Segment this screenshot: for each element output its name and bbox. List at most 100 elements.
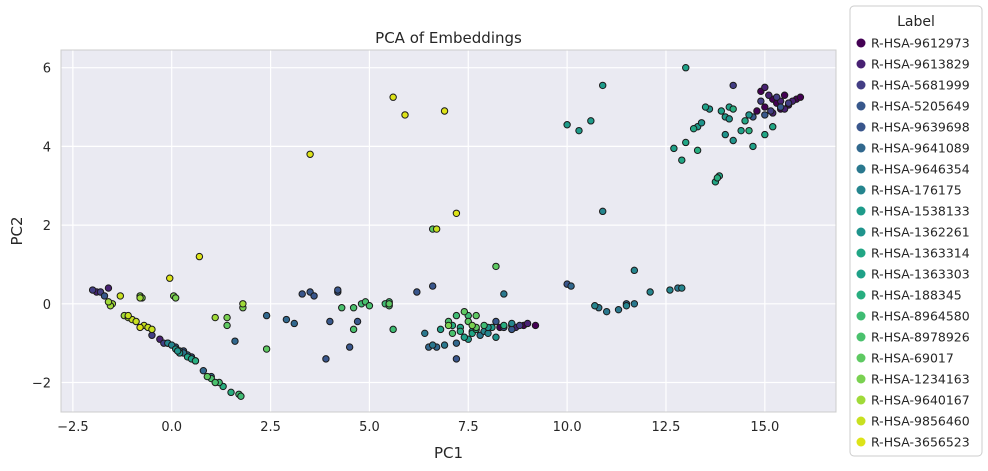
data-point (440, 107, 449, 115)
data-point (500, 321, 508, 330)
data-point (599, 81, 607, 90)
data-point (492, 317, 500, 326)
data-point (689, 124, 698, 133)
data-point (223, 321, 231, 330)
data-point (761, 111, 769, 119)
data-point (761, 103, 769, 111)
data-point (772, 93, 781, 101)
data-point (693, 146, 702, 155)
data-point (515, 321, 524, 330)
legend-label: R-HSA-1363314 (871, 246, 970, 261)
legend-marker (856, 101, 866, 111)
y-tick-label: −2 (32, 376, 51, 391)
data-point (432, 225, 441, 233)
y-tick-label: 2 (43, 219, 51, 234)
data-point (349, 304, 358, 312)
legend-label: R-HSA-1538133 (871, 204, 970, 219)
legend-marker (856, 38, 866, 48)
x-tick-label: 10.0 (553, 420, 582, 435)
legend-marker (856, 395, 866, 405)
data-point (282, 315, 291, 324)
x-tick-label: −2.5 (57, 420, 89, 435)
data-point (227, 388, 235, 397)
data-point (148, 325, 156, 334)
legend-label: R-HSA-9640167 (871, 393, 970, 408)
legend-marker (856, 164, 866, 174)
y-tick-label: 0 (43, 298, 51, 313)
data-point (195, 252, 204, 261)
x-axis-label: PC1 (434, 444, 463, 462)
x-tick-labels: −2.5 0.0 2.5 5.0 7.5 10.0 12.5 15.0 (57, 420, 779, 435)
data-point (753, 107, 761, 115)
y-gridlines (61, 67, 836, 384)
data-point (211, 378, 219, 387)
data-point (697, 119, 706, 127)
data-point (745, 111, 753, 119)
data-point (191, 357, 200, 365)
data-point (389, 325, 397, 334)
legend-label: R-HSA-69017 (871, 351, 954, 366)
legend-marker (856, 269, 866, 279)
y-tick-label: 6 (43, 62, 51, 77)
data-point (500, 290, 508, 298)
legend-marker (856, 122, 866, 132)
data-point (132, 317, 140, 326)
legend-title: Label (897, 14, 935, 30)
data-point (136, 323, 144, 332)
data-point (622, 302, 631, 310)
data-point (630, 300, 639, 308)
data-point (452, 311, 461, 320)
legend-label: R-HSA-5205649 (871, 99, 970, 114)
data-point (456, 327, 465, 336)
chart-title: PCA of Embeddings (375, 29, 522, 47)
data-point (492, 333, 500, 341)
data-point (88, 286, 97, 294)
data-point (745, 126, 753, 135)
y-tick-labels: −2 0 2 4 6 (32, 62, 51, 392)
data-point (725, 115, 733, 123)
data-point (124, 311, 132, 320)
x-tick-label: 0.0 (161, 420, 182, 435)
data-point (480, 321, 488, 330)
data-point (630, 266, 639, 275)
data-point (239, 300, 247, 308)
legend-box (849, 5, 983, 457)
x-tick-label: 7.5 (458, 420, 479, 435)
data-point (780, 91, 789, 99)
data-point (211, 313, 219, 322)
data-point (749, 142, 757, 151)
legend-label: R-HSA-9639698 (871, 120, 970, 135)
data-point (444, 321, 453, 330)
data-point (104, 298, 113, 306)
data-point (290, 319, 298, 328)
legend-marker (856, 185, 866, 195)
data-point (349, 325, 358, 334)
data-point (729, 105, 737, 113)
data-point (776, 103, 785, 111)
legend-label: R-HSA-8978926 (871, 330, 970, 345)
data-point (421, 329, 429, 338)
data-point (322, 355, 330, 363)
data-point (452, 355, 461, 363)
data-point (401, 111, 409, 119)
legend-marker (856, 59, 866, 69)
legend-label: R-HSA-176175 (871, 183, 962, 198)
legend-label: R-HSA-9612973 (871, 36, 970, 51)
legend-label: R-HSA-9613829 (871, 57, 970, 72)
data-point (563, 121, 571, 129)
data-point (670, 144, 678, 153)
data-point (353, 317, 362, 326)
legend-marker (856, 416, 866, 426)
data-point (298, 290, 306, 298)
data-point (761, 130, 769, 139)
legend-label: R-HSA-1363303 (871, 267, 970, 282)
legend-marker (856, 353, 866, 363)
data-point (338, 304, 346, 312)
data-point (173, 347, 182, 355)
legend-label: R-HSA-9646354 (871, 162, 970, 177)
data-point (326, 317, 334, 326)
data-point (717, 107, 726, 115)
data-point (262, 311, 271, 320)
legend-label: R-HSA-9856460 (871, 414, 970, 429)
data-point (262, 345, 271, 353)
